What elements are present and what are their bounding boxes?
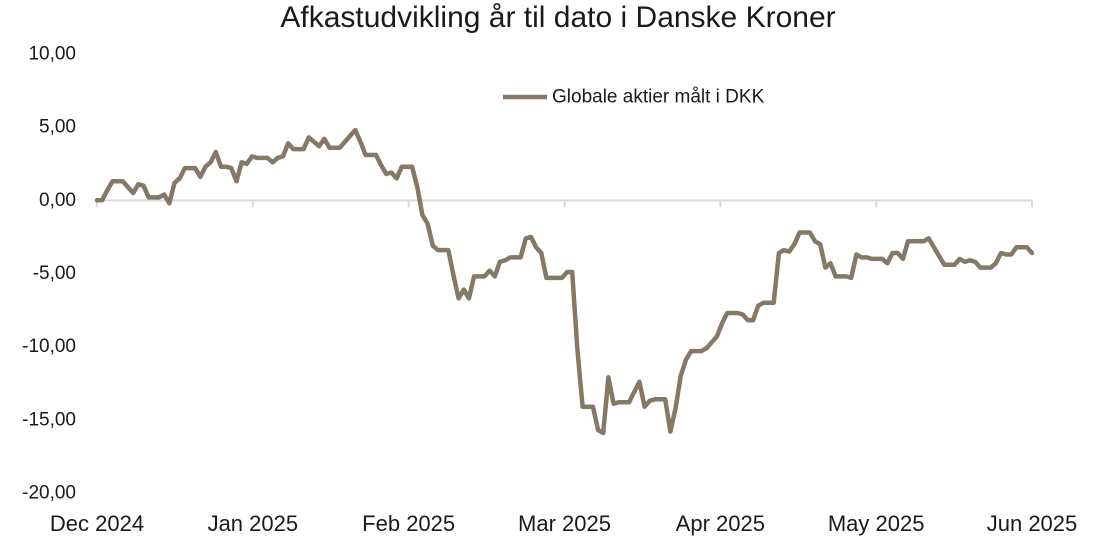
x-tick-label: Jan 2025 [208,511,299,536]
x-axis-ticks: Dec 2024 Jan 2025 Feb 2025 Mar 2025 Apr 2025… [50,200,1077,536]
y-tick-label: 10,00 [28,44,76,65]
chart-title: Afkastudvikling år til dato i Danske Kro… [280,1,836,34]
y-tick-label: -20,00 [22,483,76,504]
legend-label: Globale aktier målt i DKK [552,87,765,108]
legend: Globale aktier målt i DKK [503,87,765,108]
x-tick-label: Dec 2024 [50,511,144,536]
y-tick-label: -5,00 [33,263,76,284]
y-tick-label: 5,00 [39,117,76,138]
series-layer [94,127,1035,436]
y-tick-label: -10,00 [22,336,76,357]
y-tick-label: -15,00 [22,409,76,430]
x-tick-label: Feb 2025 [362,511,455,536]
series-line [94,127,1035,436]
y-axis-ticks: 10,00 5,00 0,00 -5,00 -10,00 -15,00 -20,00 [22,44,76,504]
x-tick-label: Mar 2025 [518,511,611,536]
x-tick-label: May 2025 [828,511,925,536]
x-tick-label: Apr 2025 [676,511,765,536]
y-tick-label: 0,00 [39,190,76,211]
x-tick-label: Jun 2025 [987,511,1078,536]
